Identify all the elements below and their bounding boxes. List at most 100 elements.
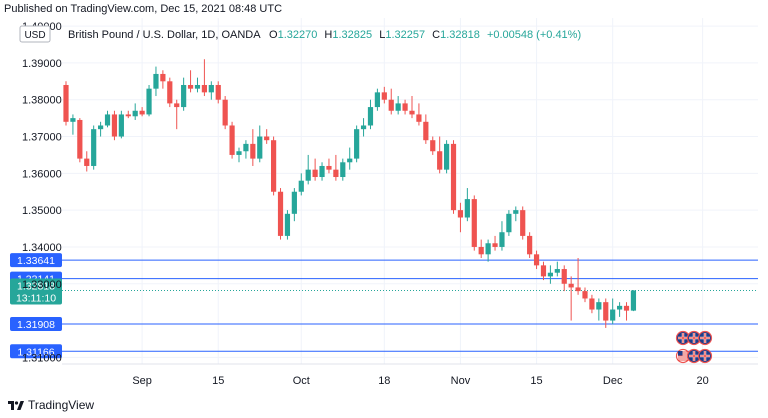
price-axis: 1.400001.390001.380001.370001.360001.350… [22, 21, 62, 364]
candle-body [367, 107, 374, 126]
low-value: 1.32257 [385, 29, 425, 41]
candle-body [194, 84, 201, 89]
candle-body [416, 114, 422, 122]
symbol-title: British Pound / U.S. Dollar, 1D, OANDA [68, 29, 261, 41]
countdown-label: 13:11:10 [16, 292, 56, 304]
x-tick-label: Sep [132, 375, 152, 387]
candle-body [388, 99, 394, 111]
candle-body [63, 84, 69, 122]
price-chart[interactable]: 1.336411.331411.319081.311661.3281813:11… [0, 18, 768, 394]
candle-body [305, 169, 311, 181]
uk-flag-icon[interactable] [686, 348, 702, 364]
candle-body [409, 110, 415, 115]
level-badge-label: 1.33641 [17, 255, 55, 267]
candle-body [208, 84, 214, 93]
candle-body [146, 88, 152, 115]
candle-body [167, 81, 173, 104]
chart-grid [62, 18, 758, 365]
change-value: +0.00548 (+0.41%) [487, 29, 581, 41]
candle-body [450, 143, 457, 211]
candles [63, 59, 637, 328]
y-tick-label: 1.35000 [22, 205, 62, 217]
candle-body [319, 165, 325, 178]
open-label: O [269, 29, 278, 41]
candle-body [312, 169, 318, 178]
candle-body [540, 265, 547, 277]
candle-body [284, 213, 291, 236]
footer: TradingView [0, 394, 768, 418]
candle-body [347, 158, 353, 163]
y-tick-label: 1.38000 [22, 95, 62, 107]
candle-body [533, 254, 540, 266]
uk-flag-icon[interactable] [686, 330, 702, 346]
candle-body [457, 210, 464, 218]
candle-body [617, 305, 623, 310]
candle-body [333, 169, 339, 178]
uk-flag-icon[interactable] [675, 330, 691, 346]
level-badge-label: 1.31908 [17, 319, 55, 331]
candle-body [215, 84, 221, 100]
candle-body [527, 235, 533, 255]
level-badge-label: 1.31166 [17, 346, 54, 358]
candle-body [568, 283, 574, 288]
candle-body [402, 103, 408, 111]
candle-body [326, 165, 332, 170]
candle-body [374, 92, 380, 108]
x-tick-label: 18 [378, 375, 390, 387]
uk-flag-icon[interactable] [697, 330, 713, 346]
open-value: 1.32270 [278, 29, 318, 41]
candle-body [236, 151, 242, 155]
candle-body [554, 269, 560, 273]
candle-body [381, 92, 387, 100]
candle-body [84, 158, 90, 166]
y-tick-label: 1.36000 [22, 168, 62, 180]
candle-body [506, 213, 512, 233]
candle-body [98, 125, 104, 130]
candle-body [582, 291, 588, 299]
tradingview-logo[interactable]: TradingView [8, 398, 94, 412]
candle-body [360, 125, 367, 130]
candle-body [118, 114, 124, 137]
x-tick-label: 15 [212, 375, 224, 387]
candle-body [187, 84, 194, 89]
level-badge[interactable] [10, 253, 62, 268]
candle-body [464, 199, 470, 218]
candle-body [271, 140, 277, 192]
candle-body [111, 114, 118, 137]
candle-body [575, 287, 581, 292]
x-tick-label: Nov [451, 375, 471, 387]
candle-body [229, 125, 235, 155]
candle-body [437, 151, 443, 170]
low-label: L [379, 29, 385, 41]
candle-body [471, 199, 477, 247]
candle-body [291, 191, 297, 214]
high-label: H [324, 29, 332, 41]
candle-body [298, 180, 304, 192]
y-tick-label: 1.34000 [22, 242, 62, 254]
last-price-badge[interactable] [10, 278, 62, 305]
candle-body [589, 298, 595, 310]
y-tick-label: 1.39000 [22, 58, 62, 70]
candle-body [125, 114, 131, 117]
currency-badge[interactable]: USD [24, 30, 45, 41]
uk-flag-icon[interactable] [697, 348, 713, 364]
candle-body [354, 129, 360, 159]
candle-body [277, 191, 284, 236]
candle-body [243, 143, 249, 152]
candle-body [630, 290, 637, 311]
level-badge[interactable] [10, 344, 62, 359]
candle-body [153, 73, 159, 89]
y-tick-label: 1.31000 [22, 352, 62, 364]
published-header: Published on TradingView.com, Dec 15, 20… [4, 3, 283, 15]
candle-body [603, 302, 609, 321]
currency-badge-bg[interactable] [19, 25, 51, 43]
candle-body [132, 110, 138, 117]
close-label: C [432, 29, 440, 41]
candle-body [547, 272, 553, 277]
tradingview-brand: TradingView [28, 398, 95, 412]
candle-body [250, 143, 256, 159]
candle-body [623, 305, 630, 311]
economic-events[interactable] [675, 330, 713, 364]
level-badge[interactable] [10, 316, 62, 331]
candle-body [201, 84, 207, 93]
